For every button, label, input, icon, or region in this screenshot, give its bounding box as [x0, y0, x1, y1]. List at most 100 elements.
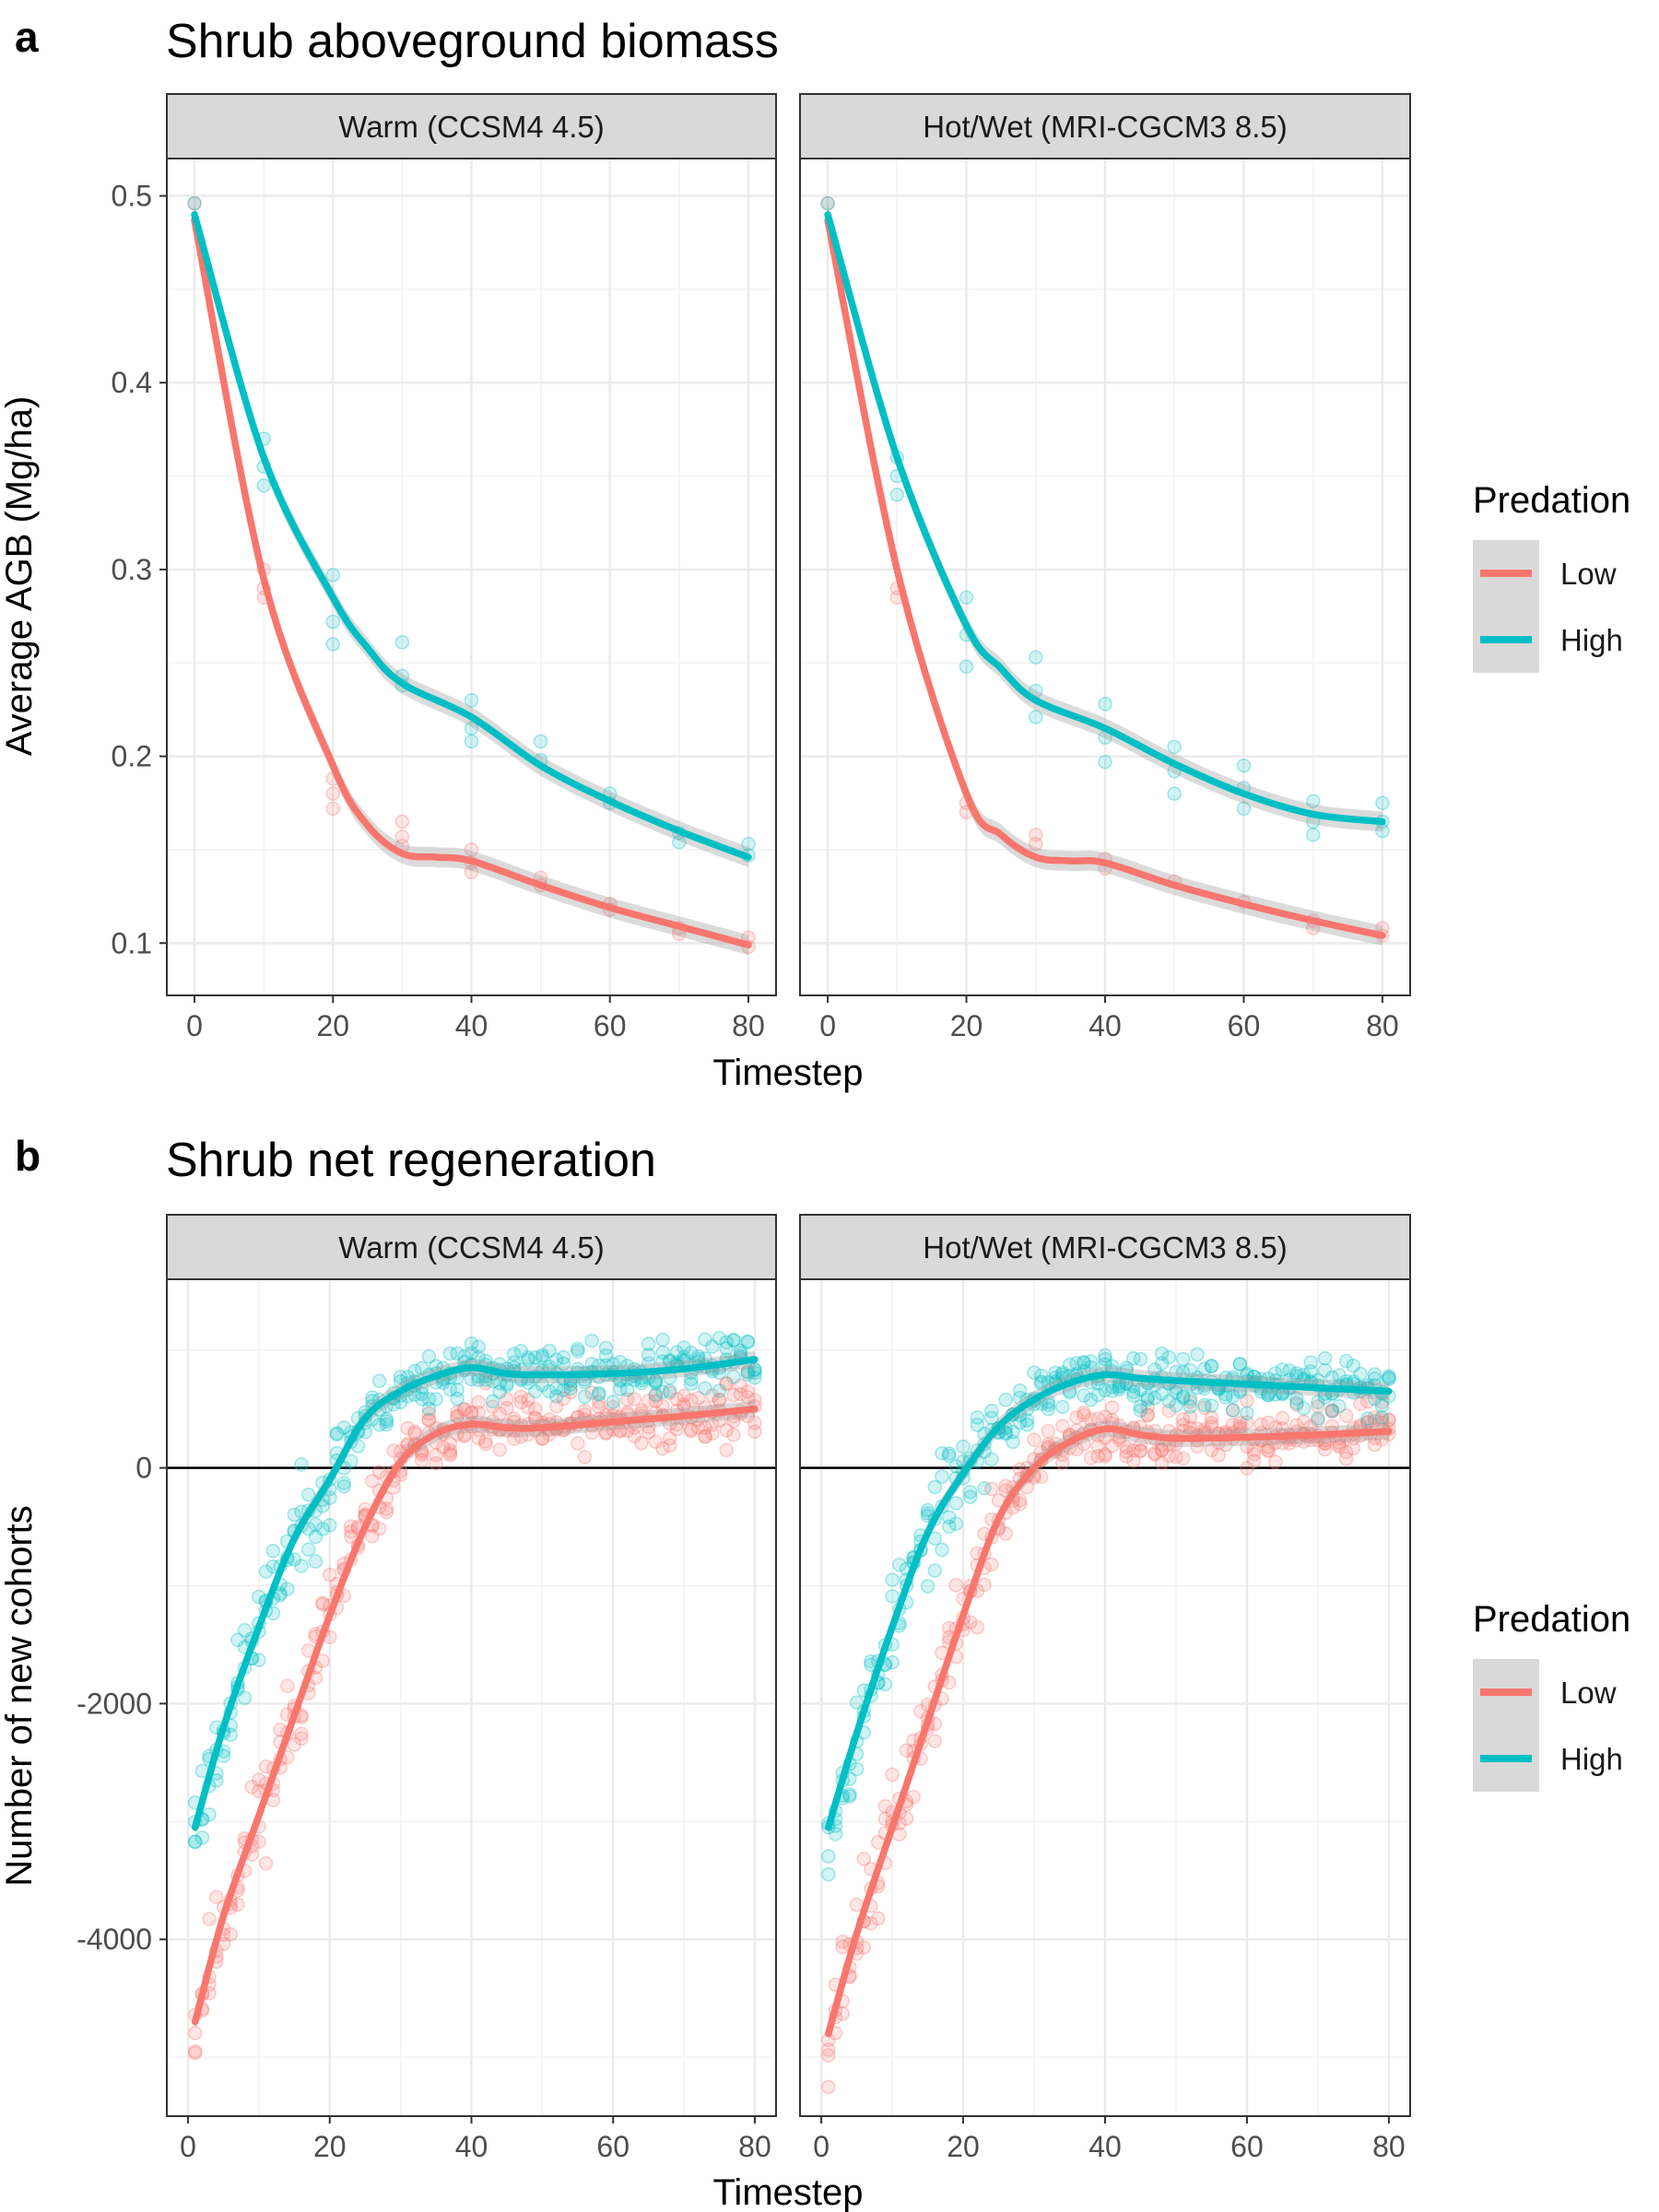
data-point [1055, 1365, 1070, 1381]
data-point [948, 1459, 964, 1474]
data-point [308, 1529, 324, 1545]
data-point [464, 1406, 479, 1421]
data-point [513, 1344, 529, 1359]
data-point [835, 1935, 850, 1949]
y-tick-label: 0 [135, 1452, 152, 1485]
data-point [533, 734, 548, 749]
data-point [548, 1352, 564, 1368]
data-point [365, 1390, 380, 1406]
data-point [471, 1430, 486, 1446]
data-point [1167, 739, 1182, 755]
data-point [1175, 1451, 1191, 1466]
data-point [1267, 1366, 1283, 1381]
data-point [1006, 1424, 1020, 1440]
data-point [464, 1346, 479, 1360]
data-point [400, 1420, 416, 1436]
data-point [1119, 1440, 1134, 1455]
data-point [1275, 1362, 1290, 1377]
data-point [506, 1431, 522, 1447]
data-point [407, 1387, 422, 1402]
data-point [325, 568, 341, 582]
data-point [698, 1429, 712, 1444]
facet-strip [799, 93, 1411, 159]
y-tick-label: 0.1 [112, 926, 152, 959]
data-point [394, 829, 410, 844]
data-point [669, 1345, 685, 1360]
data-point [877, 1798, 893, 1814]
data-point [1289, 1366, 1304, 1381]
data-point [712, 1393, 727, 1408]
data-point [712, 1383, 727, 1398]
data-point [1048, 1365, 1063, 1381]
data-point [1104, 1438, 1120, 1453]
data-point [970, 1418, 985, 1432]
data-point [1225, 1389, 1241, 1404]
data-point [1197, 1361, 1212, 1377]
data-point [1175, 1418, 1191, 1432]
data-point [442, 1447, 458, 1463]
data-point [577, 1403, 593, 1418]
data-point [747, 1370, 762, 1385]
data-point [379, 1412, 394, 1427]
data-point [856, 1940, 872, 1955]
data-point [258, 1855, 274, 1871]
data-point [344, 1524, 359, 1539]
data-point [899, 1743, 914, 1759]
data-point [287, 1737, 302, 1752]
data-point [684, 1345, 699, 1360]
data-point [379, 1417, 394, 1432]
x-tick-label: 40 [1088, 1009, 1122, 1042]
data-point [325, 614, 341, 629]
data-point [606, 1394, 620, 1409]
data-point [1367, 1371, 1382, 1386]
data-point [1282, 1363, 1297, 1378]
data-point [315, 1596, 330, 1612]
data-point [1112, 1378, 1127, 1394]
data-point [521, 1350, 535, 1365]
data-point [1167, 786, 1182, 801]
data-point [1353, 1396, 1368, 1412]
facet-strip-label: Hot/Wet (MRI-CGCM3 8.5) [923, 1230, 1287, 1265]
data-point [577, 1450, 593, 1465]
data-point [571, 1436, 585, 1451]
data-point [244, 1779, 259, 1794]
data-point [740, 1367, 756, 1382]
data-point [1154, 1442, 1170, 1458]
data-point [1232, 1357, 1248, 1371]
data-point [500, 1392, 514, 1406]
data-point [1240, 1406, 1254, 1421]
data-point [1367, 1437, 1382, 1453]
data-point [648, 1394, 664, 1408]
data-point [641, 1336, 656, 1351]
data-point [492, 1442, 507, 1457]
data-point [726, 1333, 741, 1348]
data-point [563, 1377, 578, 1392]
data-point [1324, 1403, 1340, 1418]
data-point [1154, 1442, 1170, 1457]
data-point [592, 1394, 606, 1409]
data-point [485, 1394, 500, 1409]
data-point [1133, 1443, 1148, 1458]
series-high [821, 1346, 1396, 1882]
data-point [457, 1429, 472, 1443]
data-point [1346, 1441, 1361, 1456]
data-point [429, 1455, 443, 1471]
data-point [655, 1441, 670, 1456]
data-point [970, 1410, 985, 1425]
data-point [672, 835, 687, 850]
data-point [464, 842, 479, 857]
data-point [889, 488, 905, 502]
data-point [187, 2026, 203, 2041]
data-point [1098, 1357, 1112, 1372]
data-point [1246, 1442, 1262, 1458]
data-point [1275, 1410, 1290, 1426]
data-point [414, 1447, 429, 1463]
data-point [712, 1392, 727, 1407]
data-point [719, 1442, 734, 1458]
data-point [820, 195, 835, 211]
data-point [1289, 1369, 1304, 1383]
data-point [956, 1439, 971, 1454]
data-point [1324, 1404, 1340, 1419]
data-point [1261, 1415, 1276, 1430]
data-point [1204, 1410, 1219, 1425]
